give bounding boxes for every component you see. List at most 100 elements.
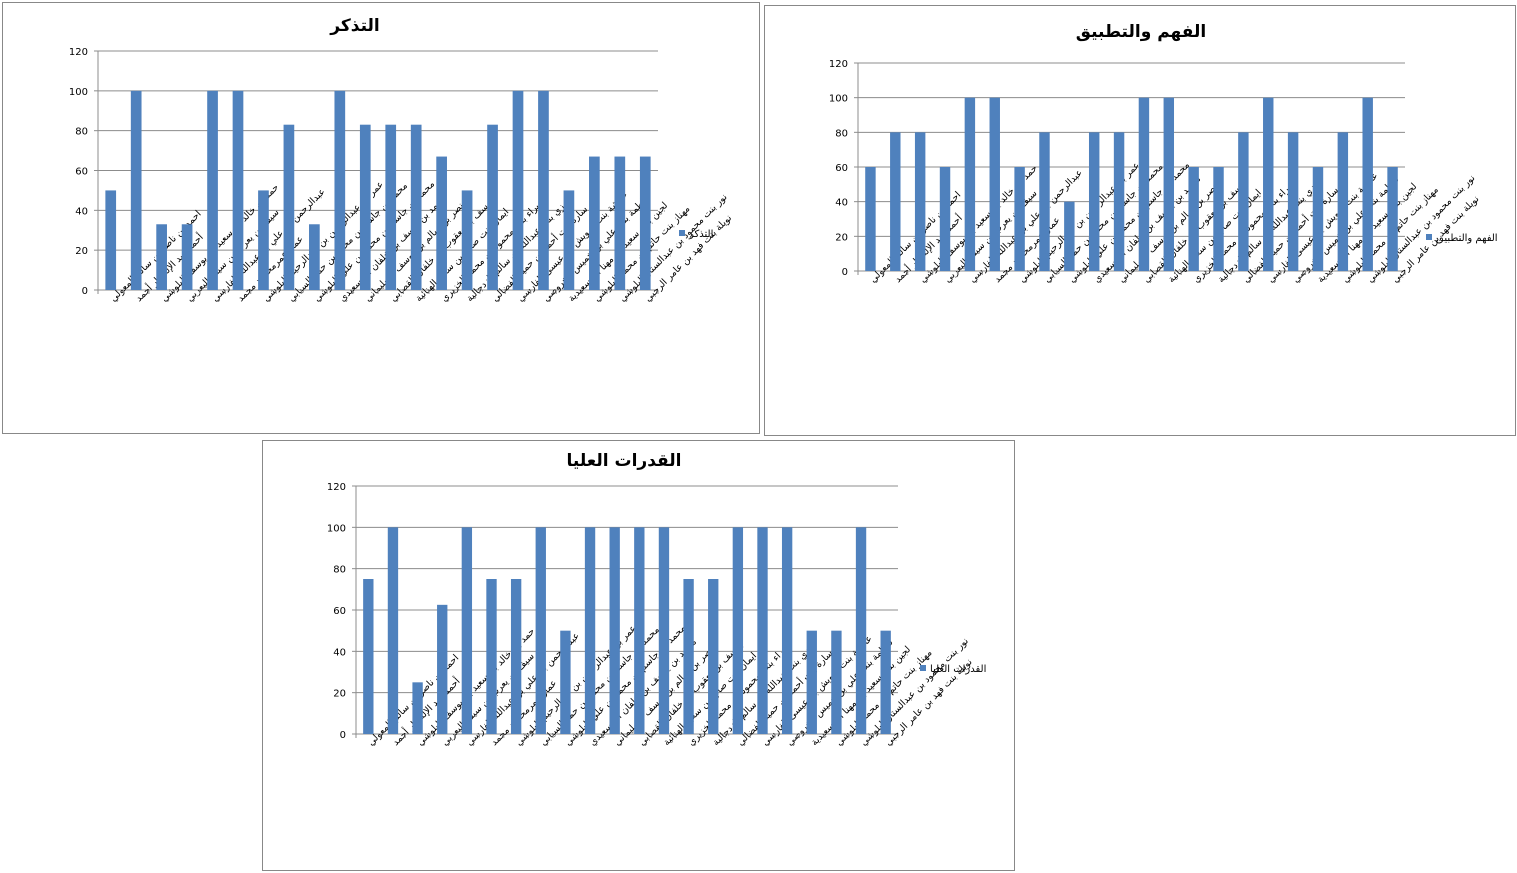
y-tick-label: 100 (69, 87, 88, 98)
bar (334, 90, 346, 290)
bar (359, 124, 371, 290)
y-tick-label: 80 (835, 128, 848, 139)
bar (105, 190, 117, 290)
bar (156, 224, 167, 290)
chart-panel-remembering: التذكر 0 20 40 60 80 100 120 احمد بن ناصر بن سا… (2, 2, 760, 434)
legend-swatch (920, 665, 926, 671)
chart-title: القدرات العليا (567, 451, 682, 471)
bar (964, 97, 976, 271)
bar (880, 630, 891, 734)
bar (1238, 132, 1249, 271)
bar (1362, 97, 1373, 271)
y-tick-label: 100 (829, 94, 848, 105)
bar (708, 579, 719, 734)
bar (538, 90, 549, 290)
y-tick-label: 60 (333, 606, 346, 617)
bar (563, 190, 575, 290)
bar (1113, 132, 1125, 271)
bar (410, 124, 422, 290)
bar (865, 167, 876, 271)
bar (385, 124, 397, 290)
y-tick-label: 120 (829, 59, 848, 70)
bar (512, 90, 524, 290)
legend-swatch (1426, 234, 1432, 240)
bar (1088, 132, 1100, 271)
bar (181, 224, 193, 290)
y-tick-label: 20 (835, 232, 848, 243)
bar (609, 527, 620, 734)
bar (989, 97, 1000, 271)
bar (1337, 132, 1349, 271)
bar (634, 527, 645, 734)
bar (560, 630, 571, 734)
bar (806, 630, 817, 734)
bar (1138, 97, 1150, 271)
bar (387, 527, 399, 734)
y-tick-label: 120 (69, 47, 88, 58)
bar (412, 682, 423, 734)
bar (614, 156, 626, 290)
bar (683, 579, 694, 734)
bar (890, 132, 901, 271)
bar (535, 527, 546, 734)
bar (437, 604, 448, 734)
y-tick-label: 20 (333, 689, 346, 700)
bar (1312, 167, 1324, 271)
y-tick-label: 40 (75, 206, 88, 217)
bar (258, 190, 269, 290)
bar (487, 124, 498, 290)
bar (486, 579, 497, 734)
bar (1163, 97, 1175, 271)
bar (589, 156, 600, 290)
bar (855, 527, 867, 734)
bar (1014, 167, 1025, 271)
bar (939, 167, 951, 271)
bar (1188, 167, 1199, 271)
bar (914, 132, 926, 271)
y-tick-label: 40 (835, 198, 848, 209)
y-tick-label: 40 (333, 647, 346, 658)
bar (1287, 132, 1299, 271)
y-tick-label: 120 (327, 482, 346, 493)
bar (309, 224, 320, 290)
bar (757, 527, 768, 734)
bar (658, 527, 670, 734)
bar (781, 527, 793, 734)
chart-title: التذكر (329, 16, 379, 36)
bar (831, 630, 842, 734)
chart-title: الفهم والتطبيق (1076, 22, 1206, 42)
bar (130, 90, 142, 290)
bar (584, 527, 596, 734)
bar (510, 579, 522, 734)
legend-label: الفهم والتطبيق (1436, 233, 1498, 244)
bar (283, 124, 295, 290)
bar (1064, 201, 1075, 271)
legend-label: القدرات العليا (930, 664, 986, 675)
y-tick-label: 80 (75, 127, 88, 138)
legend-swatch (679, 230, 685, 236)
bar (1387, 167, 1398, 271)
y-tick-label: 100 (327, 523, 346, 534)
y-tick-label: 0 (842, 267, 848, 278)
y-tick-label: 60 (835, 163, 848, 174)
y-tick-label: 80 (333, 565, 346, 576)
bar (1213, 167, 1224, 271)
bar (461, 527, 473, 734)
bar (1039, 132, 1050, 271)
y-tick-label: 20 (75, 246, 88, 257)
bar (232, 90, 244, 290)
bar (436, 156, 447, 290)
bar (461, 190, 473, 290)
bar (732, 527, 744, 734)
y-tick-label: 0 (82, 286, 88, 297)
y-tick-label: 60 (75, 167, 88, 178)
bar (1263, 97, 1274, 271)
legend-label: التذكر (688, 229, 713, 240)
bar (363, 579, 374, 734)
bar (639, 156, 651, 290)
